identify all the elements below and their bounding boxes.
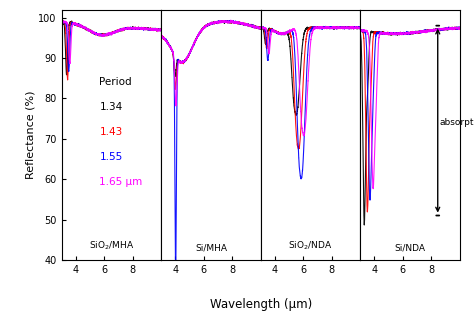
Text: 1.43: 1.43 <box>100 127 123 137</box>
Text: Si/NDA: Si/NDA <box>394 243 426 252</box>
Text: absorption: absorption <box>439 118 474 127</box>
Text: SiO$_2$/MHA: SiO$_2$/MHA <box>89 240 134 252</box>
Text: Period: Period <box>100 77 132 87</box>
Text: SiO$_2$/NDA: SiO$_2$/NDA <box>288 240 333 252</box>
Text: Wavelength (μm): Wavelength (μm) <box>210 298 312 311</box>
Text: 1.65 μm: 1.65 μm <box>100 177 143 187</box>
Y-axis label: Reflectance (%): Reflectance (%) <box>26 90 36 179</box>
Text: 1.55: 1.55 <box>100 152 123 162</box>
Text: Si/MHA: Si/MHA <box>195 243 227 252</box>
Text: 1.34: 1.34 <box>100 102 123 112</box>
